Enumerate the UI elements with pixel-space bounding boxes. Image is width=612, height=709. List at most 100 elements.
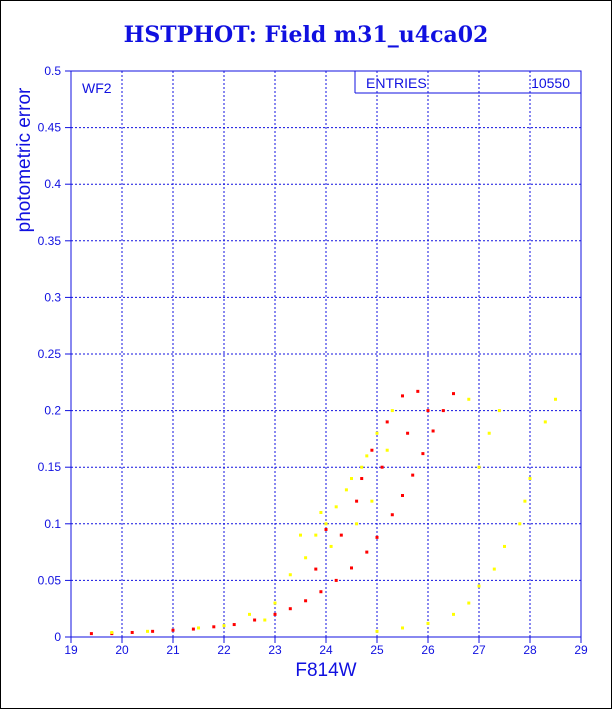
data-point	[248, 612, 251, 616]
data-point	[344, 488, 348, 492]
y-tick-label: 0.1	[44, 517, 61, 531]
x-tick-label: 23	[268, 643, 282, 657]
x-tick-label: 25	[370, 643, 384, 657]
stats-entries-value: 10550	[531, 75, 570, 91]
axis-ticks: 19 20 21 22 23 24 25 26 27 28 29 0 0.05 0.1 0.15 0.2 0.2…	[38, 64, 588, 657]
y-tick-label: 0.5	[44, 64, 61, 78]
data-point	[314, 567, 318, 571]
data-point	[523, 499, 527, 503]
data-point	[385, 448, 389, 452]
data-point	[385, 420, 389, 424]
data-point	[416, 389, 420, 393]
data-point	[518, 522, 522, 526]
data-point	[355, 522, 359, 526]
data-point	[350, 477, 353, 481]
y-tick-label: 0	[54, 630, 61, 644]
data-point	[421, 452, 425, 456]
y-tick-label: 0.3	[44, 290, 61, 304]
stats-entries-label: ENTRIES	[366, 75, 427, 91]
data-point	[390, 513, 394, 517]
data-point	[191, 627, 195, 631]
data-point	[197, 626, 200, 630]
data-point	[212, 625, 216, 629]
data-point	[334, 505, 338, 509]
chart-title: HSTPHOT: Field m31_u4ca02	[123, 22, 489, 48]
stats-box: ENTRIES 10550	[354, 71, 581, 94]
data-point	[503, 544, 506, 548]
y-tick-label: 0.15	[38, 460, 62, 474]
data-point	[365, 454, 369, 458]
data-point	[273, 601, 277, 605]
x-tick-label: 22	[217, 643, 231, 657]
x-tick-label: 29	[574, 643, 588, 657]
data-point	[339, 533, 343, 537]
x-tick-label: 19	[64, 643, 78, 657]
data-point	[401, 494, 404, 497]
x-tick-label: 26	[421, 643, 435, 657]
data-point	[288, 607, 292, 611]
grid-lines	[71, 71, 581, 637]
data-point	[452, 612, 455, 616]
data-point	[304, 599, 308, 603]
data-point	[477, 584, 481, 588]
data-point	[370, 499, 374, 503]
data-point	[487, 431, 491, 435]
panel-label: WF2	[82, 80, 112, 96]
data-point	[426, 409, 430, 413]
data-point	[452, 392, 455, 396]
data-point	[146, 629, 149, 633]
x-tick-label: 28	[523, 643, 537, 657]
data-point	[263, 618, 267, 622]
data-point	[390, 409, 394, 413]
data-point	[273, 612, 277, 616]
data-point	[492, 567, 496, 571]
data-point	[232, 623, 236, 627]
data-point	[477, 465, 481, 469]
data-point	[380, 465, 384, 469]
x-axis-label: F814W	[295, 660, 356, 681]
data-point	[441, 409, 445, 413]
data-point	[171, 628, 175, 632]
y-axis-label: photometric error	[14, 87, 35, 232]
y-tick-label: 0.25	[38, 347, 62, 361]
data-point	[253, 618, 257, 622]
data-point	[543, 420, 547, 424]
data-point	[314, 533, 318, 537]
data-point	[355, 499, 359, 503]
x-tick-label: 20	[115, 643, 129, 657]
data-point	[375, 535, 379, 539]
data-point	[411, 473, 415, 477]
data-point	[319, 590, 323, 594]
data-point	[401, 394, 404, 398]
data-point	[375, 431, 379, 435]
data-point	[151, 629, 155, 633]
data-point	[110, 630, 114, 634]
y-tick-label: 0.4	[44, 177, 61, 191]
data-point	[360, 465, 364, 469]
data-point	[401, 626, 404, 630]
y-tick-label: 0.45	[38, 121, 62, 135]
data-point	[130, 630, 134, 634]
data-point	[497, 409, 501, 413]
data-point	[431, 429, 435, 433]
data-point	[329, 544, 333, 548]
data-point	[370, 448, 374, 452]
data-point	[350, 566, 353, 570]
data-point	[334, 578, 338, 582]
x-tick-label: 21	[166, 643, 180, 657]
data-point	[222, 624, 226, 628]
data-point	[528, 477, 532, 481]
data-point	[406, 431, 410, 435]
y-tick-label: 0.35	[38, 234, 62, 248]
data-point	[299, 533, 302, 537]
x-tick-label: 27	[472, 643, 486, 657]
data-point	[288, 573, 292, 577]
data-point	[319, 510, 323, 514]
data-point	[324, 527, 328, 531]
data-point	[467, 601, 471, 605]
data-point	[89, 632, 93, 636]
y-tick-label: 0.2	[44, 404, 61, 418]
data-point	[375, 629, 379, 633]
x-tick-label: 24	[319, 643, 333, 657]
